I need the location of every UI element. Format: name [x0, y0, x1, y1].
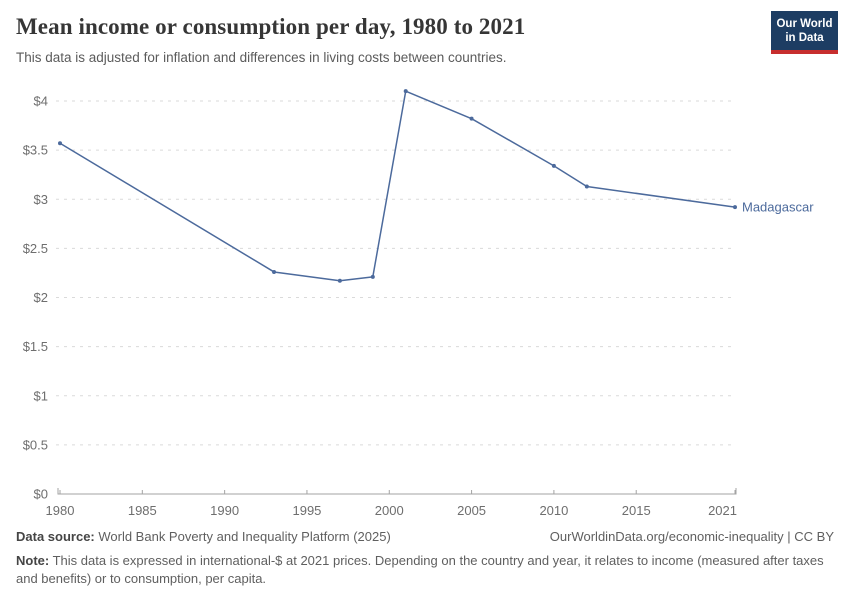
series-point-marker	[584, 184, 589, 189]
chart-footer: Data source: World Bank Poverty and Ineq…	[16, 529, 834, 589]
y-axis-tick-label: $3.5	[23, 143, 48, 158]
x-axis-tick-label: 1990	[210, 503, 239, 518]
x-axis-tick-label: 2015	[622, 503, 651, 518]
note-label: Note:	[16, 553, 50, 568]
y-axis-tick-label: $2.5	[23, 241, 48, 256]
x-axis-tick-label: 2005	[457, 503, 486, 518]
x-axis-tick-label: 2010	[539, 503, 568, 518]
series-point-marker	[370, 274, 375, 279]
chart-header: Mean income or consumption per day, 1980…	[16, 14, 756, 65]
series-point-marker	[58, 141, 62, 146]
y-axis-tick-label: $0.5	[23, 437, 48, 452]
x-axis-tick-label: 1985	[128, 503, 157, 518]
note-text: This data is expressed in international-…	[16, 553, 824, 587]
y-axis-tick-label: $0	[34, 487, 48, 502]
series-point-marker	[403, 89, 408, 94]
chart-note: Note: This data is expressed in internat…	[16, 552, 834, 589]
x-axis-tick-label: 2000	[375, 503, 404, 518]
series-line	[59, 90, 736, 282]
x-axis-tick-label: 1995	[292, 503, 321, 518]
chart-title: Mean income or consumption per day, 1980…	[16, 14, 526, 39]
y-axis-tick-label: $1.5	[23, 339, 48, 354]
series-point-marker	[733, 205, 737, 210]
x-axis-line	[57, 488, 737, 495]
y-axis-tick-label: $2	[34, 290, 48, 305]
owid-logo-line1: Our World	[776, 17, 833, 30]
chart-subtitle: This data is adjusted for inflation and …	[16, 50, 507, 65]
series-point-marker	[469, 116, 474, 121]
owid-logo-line2: in Data	[785, 31, 824, 44]
data-source-text: World Bank Poverty and Inequality Platfo…	[94, 529, 391, 544]
x-axis-tick-label: 1980	[46, 503, 75, 518]
series-end-label: Madagascar	[742, 200, 814, 215]
data-source: Data source: World Bank Poverty and Ineq…	[16, 529, 391, 544]
owid-logo[interactable]: Our World in Data	[771, 11, 838, 54]
series-point-marker	[272, 269, 277, 274]
attribution-link[interactable]: OurWorldinData.org/economic-inequality |…	[549, 529, 834, 544]
x-axis-tick-label: 2021	[708, 503, 737, 518]
y-axis-tick-label: $4	[34, 94, 48, 109]
series-point-marker	[337, 278, 342, 283]
y-axis-tick-label: $3	[34, 192, 48, 207]
series-point-marker	[551, 163, 556, 168]
y-axis-tick-label: $1	[34, 388, 48, 403]
data-source-label: Data source:	[16, 529, 95, 544]
